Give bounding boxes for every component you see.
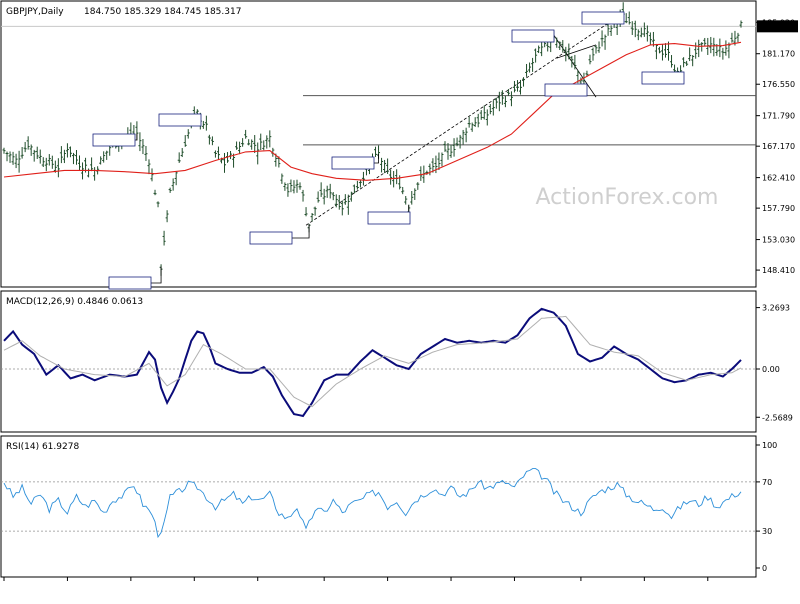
price-axis-label: 176.550: [762, 80, 795, 89]
price-axis-label: 153.030: [762, 236, 795, 245]
macd-axis-label: 0.00: [762, 365, 780, 374]
price-axis-label: 181.170: [762, 50, 795, 59]
watermark: ActionForex.com: [536, 185, 719, 210]
price-axis-label: 162.410: [762, 174, 795, 183]
annotation-box: [368, 212, 410, 224]
rsi-panel: [1, 436, 756, 577]
price-symbol-label: GBPJPY,Daily: [6, 7, 64, 17]
annotation-box: [250, 232, 292, 244]
rsi-axis-label: 70: [762, 478, 772, 487]
last-price-box: [757, 20, 798, 32]
macd-axis-label: 3.2693: [762, 304, 790, 313]
price-axis-label: 157.790: [762, 204, 795, 213]
annotation-box: [512, 30, 554, 42]
annotation-box: [109, 277, 151, 289]
rsi-axis-label: 100: [762, 441, 777, 450]
annotation-box: [93, 134, 135, 146]
price-axis-label: 171.790: [762, 112, 795, 121]
annotation-box: [642, 72, 684, 84]
price-ohlc-label: 184.750 185.329 184.745 185.317: [84, 7, 241, 17]
annotation-box: [332, 157, 374, 169]
macd-panel: [1, 291, 756, 432]
price-axis-label: 148.410: [762, 266, 795, 275]
rsi-title: RSI(14) 61.9278: [6, 442, 79, 452]
macd-axis-label: -2.5689: [762, 413, 793, 422]
annotation-box: [545, 84, 587, 96]
macd-title: MACD(12,26,9) 0.4846 0.0613: [6, 297, 143, 307]
price-axis-label: 167.170: [762, 142, 795, 151]
rsi-axis-label: 30: [762, 527, 772, 536]
rsi-axis-label: 0: [762, 564, 767, 573]
annotation-box: [582, 12, 624, 24]
annotation-box: [159, 114, 201, 126]
